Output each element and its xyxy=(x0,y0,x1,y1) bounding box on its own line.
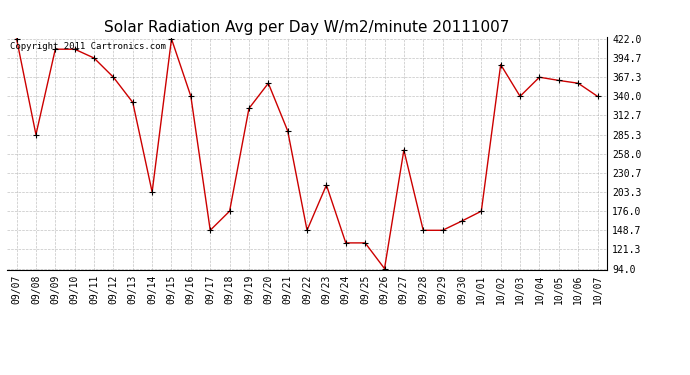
Text: Copyright 2011 Cartronics.com: Copyright 2011 Cartronics.com xyxy=(10,42,166,51)
Title: Solar Radiation Avg per Day W/m2/minute 20111007: Solar Radiation Avg per Day W/m2/minute … xyxy=(104,20,510,35)
